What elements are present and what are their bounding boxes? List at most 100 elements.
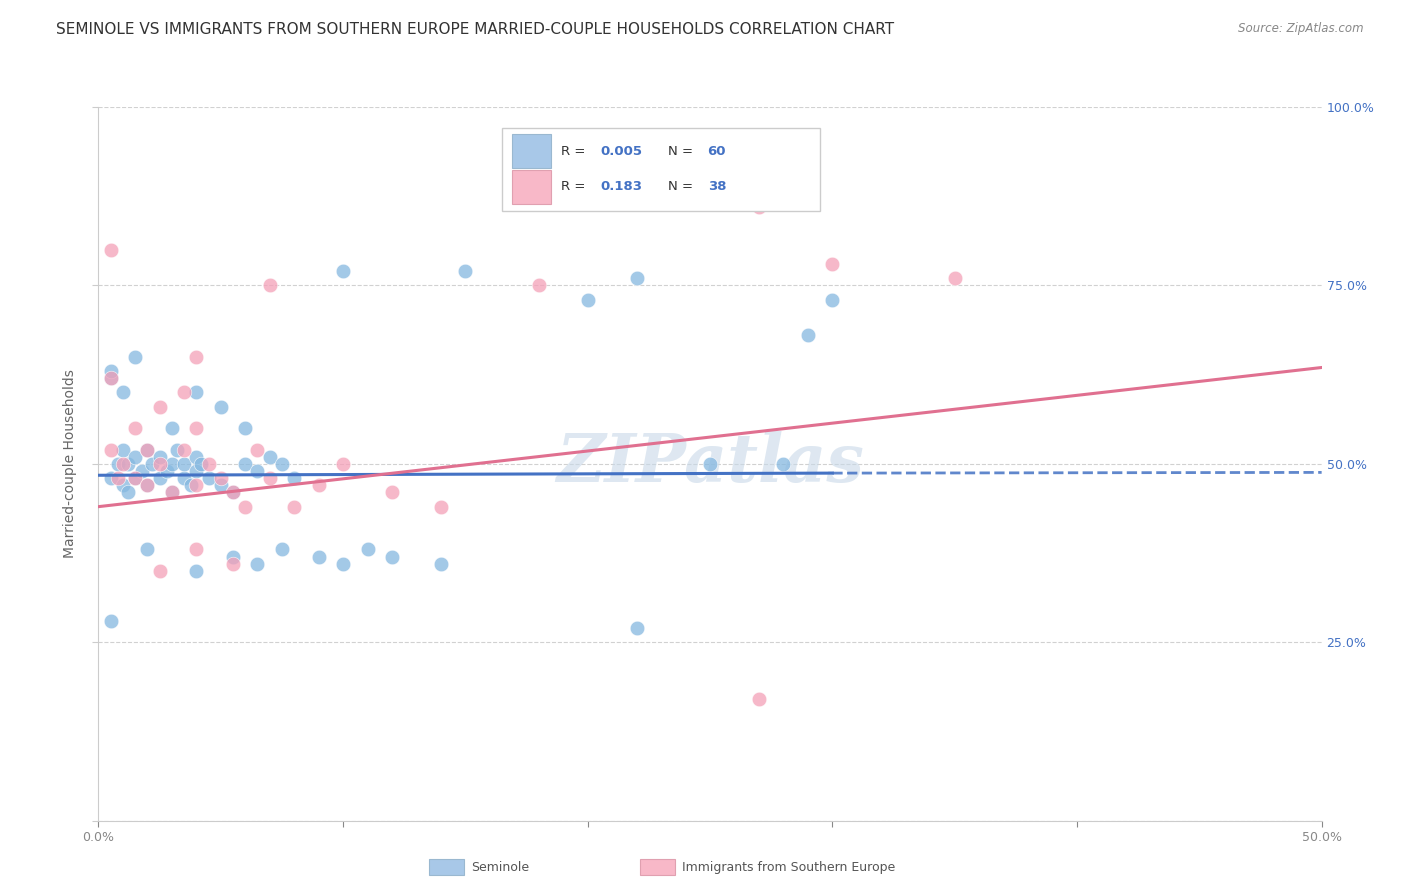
Text: N =: N =	[668, 180, 697, 194]
Y-axis label: Married-couple Households: Married-couple Households	[63, 369, 77, 558]
Point	[131, 464, 153, 478]
Point	[246, 442, 269, 457]
Point	[576, 293, 599, 307]
Point	[283, 471, 305, 485]
Point	[111, 442, 134, 457]
Point	[124, 421, 146, 435]
Point	[772, 457, 794, 471]
Point	[111, 457, 134, 471]
Bar	[512, 134, 551, 169]
Point	[699, 457, 721, 471]
Point	[124, 471, 146, 485]
Bar	[512, 169, 551, 204]
Point	[748, 692, 770, 706]
Point	[943, 271, 966, 285]
Point	[111, 385, 134, 400]
Point	[209, 400, 232, 414]
Point	[100, 614, 122, 628]
Text: SEMINOLE VS IMMIGRANTS FROM SOUTHERN EUROPE MARRIED-COUPLE HOUSEHOLDS CORRELATIO: SEMINOLE VS IMMIGRANTS FROM SOUTHERN EUR…	[56, 22, 894, 37]
Point	[166, 442, 188, 457]
Point	[246, 464, 269, 478]
Point	[173, 457, 195, 471]
Point	[283, 500, 305, 514]
Point	[222, 485, 245, 500]
Point	[173, 442, 195, 457]
Point	[180, 478, 202, 492]
Point	[149, 450, 172, 464]
Point	[100, 243, 122, 257]
Point	[160, 485, 183, 500]
Point	[117, 485, 139, 500]
Text: ZIPatlas: ZIPatlas	[557, 432, 863, 496]
Point	[100, 371, 122, 385]
Point	[821, 293, 844, 307]
Text: 38: 38	[707, 180, 725, 194]
Point	[117, 457, 139, 471]
Point	[160, 457, 183, 471]
Point	[233, 457, 256, 471]
Point	[136, 542, 159, 557]
Text: Seminole: Seminole	[471, 861, 529, 873]
Point	[308, 549, 330, 564]
Point	[100, 442, 122, 457]
Point	[821, 257, 844, 271]
Text: N =: N =	[668, 145, 697, 158]
Point	[308, 478, 330, 492]
Point	[124, 450, 146, 464]
Point	[197, 471, 219, 485]
Point	[136, 478, 159, 492]
Point	[156, 464, 179, 478]
Point	[454, 264, 477, 278]
Point	[527, 278, 550, 293]
Point	[107, 471, 129, 485]
Point	[149, 457, 172, 471]
Point	[100, 371, 122, 385]
Point	[111, 478, 134, 492]
Text: Source: ZipAtlas.com: Source: ZipAtlas.com	[1239, 22, 1364, 36]
Point	[209, 471, 232, 485]
Point	[430, 500, 453, 514]
Point	[149, 400, 172, 414]
Point	[270, 542, 294, 557]
Point	[626, 621, 648, 635]
Point	[141, 457, 163, 471]
Point	[222, 549, 245, 564]
Text: R =: R =	[561, 145, 589, 158]
Point	[797, 328, 820, 343]
Point	[186, 450, 208, 464]
Point	[136, 478, 159, 492]
Point	[430, 557, 453, 571]
Point	[186, 421, 208, 435]
Point	[332, 557, 354, 571]
Point	[222, 557, 245, 571]
Point	[626, 271, 648, 285]
Point	[136, 442, 159, 457]
Point	[233, 421, 256, 435]
Point	[699, 193, 721, 207]
Point	[190, 457, 212, 471]
Point	[100, 471, 122, 485]
Point	[332, 264, 354, 278]
Point	[356, 542, 378, 557]
Point	[259, 471, 281, 485]
Point	[381, 485, 404, 500]
Point	[173, 471, 195, 485]
Point	[149, 471, 172, 485]
Point	[124, 471, 146, 485]
FancyBboxPatch shape	[502, 128, 820, 211]
Point	[259, 278, 281, 293]
Point	[100, 364, 122, 378]
Point	[160, 485, 183, 500]
Point	[186, 385, 208, 400]
Point	[173, 385, 195, 400]
Point	[270, 457, 294, 471]
Point	[381, 549, 404, 564]
Point	[124, 350, 146, 364]
Point	[107, 457, 129, 471]
Point	[332, 457, 354, 471]
Text: R =: R =	[561, 180, 589, 194]
Point	[186, 464, 208, 478]
Text: 60: 60	[707, 145, 725, 158]
Point	[186, 564, 208, 578]
Point	[186, 478, 208, 492]
